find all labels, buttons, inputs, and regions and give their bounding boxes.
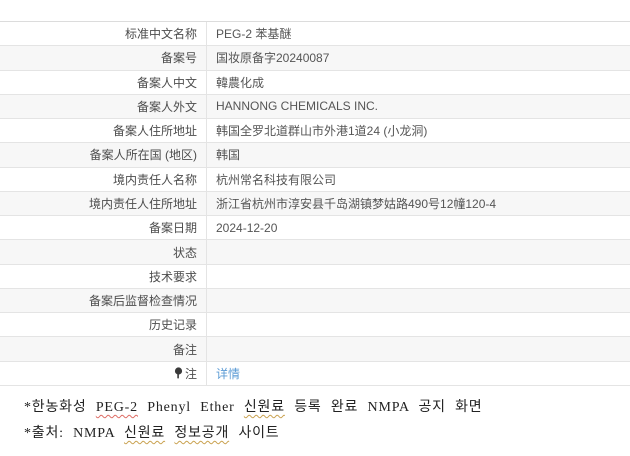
row-value: 韓農化成 [216, 75, 265, 90]
table-row: 技术要求 [0, 264, 630, 289]
table-row-note: 注 详情 [0, 361, 630, 386]
row-label: 备案号 [0, 46, 207, 70]
note-row-value: 详情 [207, 365, 630, 382]
row-label: 历史记录 [0, 313, 207, 337]
footer-text-spellcheck-tan: 신원료 [243, 400, 285, 415]
row-value: 浙江省杭州市淳安县千岛湖镇梦姑路490号12幢120-4 [216, 196, 497, 211]
table-row: 备案号 国妆原备字20240087 [0, 46, 630, 71]
note-row-label: 注 [0, 361, 207, 385]
table-row: 标准中文名称 PEG-2 苯基醚 [0, 22, 630, 47]
footer-text: *한농화성 [24, 400, 96, 415]
footer-text: *출처: NMPA [24, 426, 125, 441]
row-value: 杭州常名科技有限公司 [216, 172, 337, 187]
row-label: 备案后监督检查情况 [0, 288, 207, 313]
footer-text [165, 426, 174, 441]
row-label: 备注 [0, 337, 207, 361]
table-row: 备案后监督检查情况 [0, 288, 630, 314]
pin-icon [174, 367, 183, 379]
table-row: 境内责任人住所地址 浙江省杭州市淳安县千岛湖镇梦姑路490号12幢120-4 [0, 191, 630, 217]
footer-caption: *한농화성 PEG-2 Phenyl Ether 신원료 등록 완료 NMPA … [24, 395, 482, 447]
table-row: 备案日期 2024-12-20 [0, 216, 630, 241]
row-label: 状态 [0, 240, 207, 264]
table-row: 备案人所在国 (地区) 韩国 [0, 143, 630, 168]
row-value: PEG-2 苯基醚 [216, 27, 292, 42]
note-label-text: 注 [184, 366, 197, 381]
row-value: 2024-12-20 [216, 220, 278, 235]
row-value: 韩国全罗北道群山市外港1道24 (小龙洞) [216, 124, 428, 139]
row-label: 备案人中文 [0, 70, 207, 94]
row-label: 备案人外文 [0, 94, 207, 119]
table-row: 历史记录 [0, 313, 630, 338]
row-label: 备案日期 [0, 216, 207, 240]
detail-link[interactable]: 详情 [216, 366, 241, 381]
row-value: HANNONG CHEMICALS INC. [216, 99, 379, 114]
table-row: 备案人外文 HANNONG CHEMICALS INC. [0, 94, 630, 120]
row-value: 韩国 [216, 148, 241, 163]
footer-line-2: *출처: NMPA 신원료 정보공개 사이트 [24, 421, 482, 447]
footer-text: 등록 완료 NMPA 공지 화면 [284, 400, 483, 415]
table-row: 境内责任人名称 杭州常名科技有限公司 [0, 167, 630, 192]
footer-text-spellcheck-tan: 신원료 [124, 426, 166, 441]
footer-text-spellcheck-red: PEG-2 [95, 400, 138, 415]
row-value: 国妆原备字20240087 [216, 51, 330, 66]
footer-text-spellcheck-tan: 정보공개 [174, 426, 230, 441]
table-row: 状态 [0, 240, 630, 265]
table-row: 备注 [0, 337, 630, 362]
row-label: 备案人所在国 (地区) [0, 143, 207, 167]
table-row: 备案人中文 韓農化成 [0, 70, 630, 95]
footer-line-1: *한농화성 PEG-2 Phenyl Ether 신원료 등록 완료 NMPA … [24, 395, 482, 421]
row-label: 境内责任人名称 [0, 167, 207, 191]
table-row: 备案人住所地址 韩国全罗北道群山市外港1道24 (小龙洞) [0, 119, 630, 144]
footer-text: Phenyl Ether [137, 400, 244, 415]
row-label: 标准中文名称 [0, 22, 207, 46]
row-label: 备案人住所地址 [0, 119, 207, 143]
row-label: 境内责任人住所地址 [0, 191, 207, 216]
row-label: 技术要求 [0, 264, 207, 288]
record-info-table: 标准中文名称 PEG-2 苯基醚 备案号 国妆原备字20240087 备案人中文… [0, 21, 630, 386]
footer-text: 사이트 [229, 426, 280, 441]
